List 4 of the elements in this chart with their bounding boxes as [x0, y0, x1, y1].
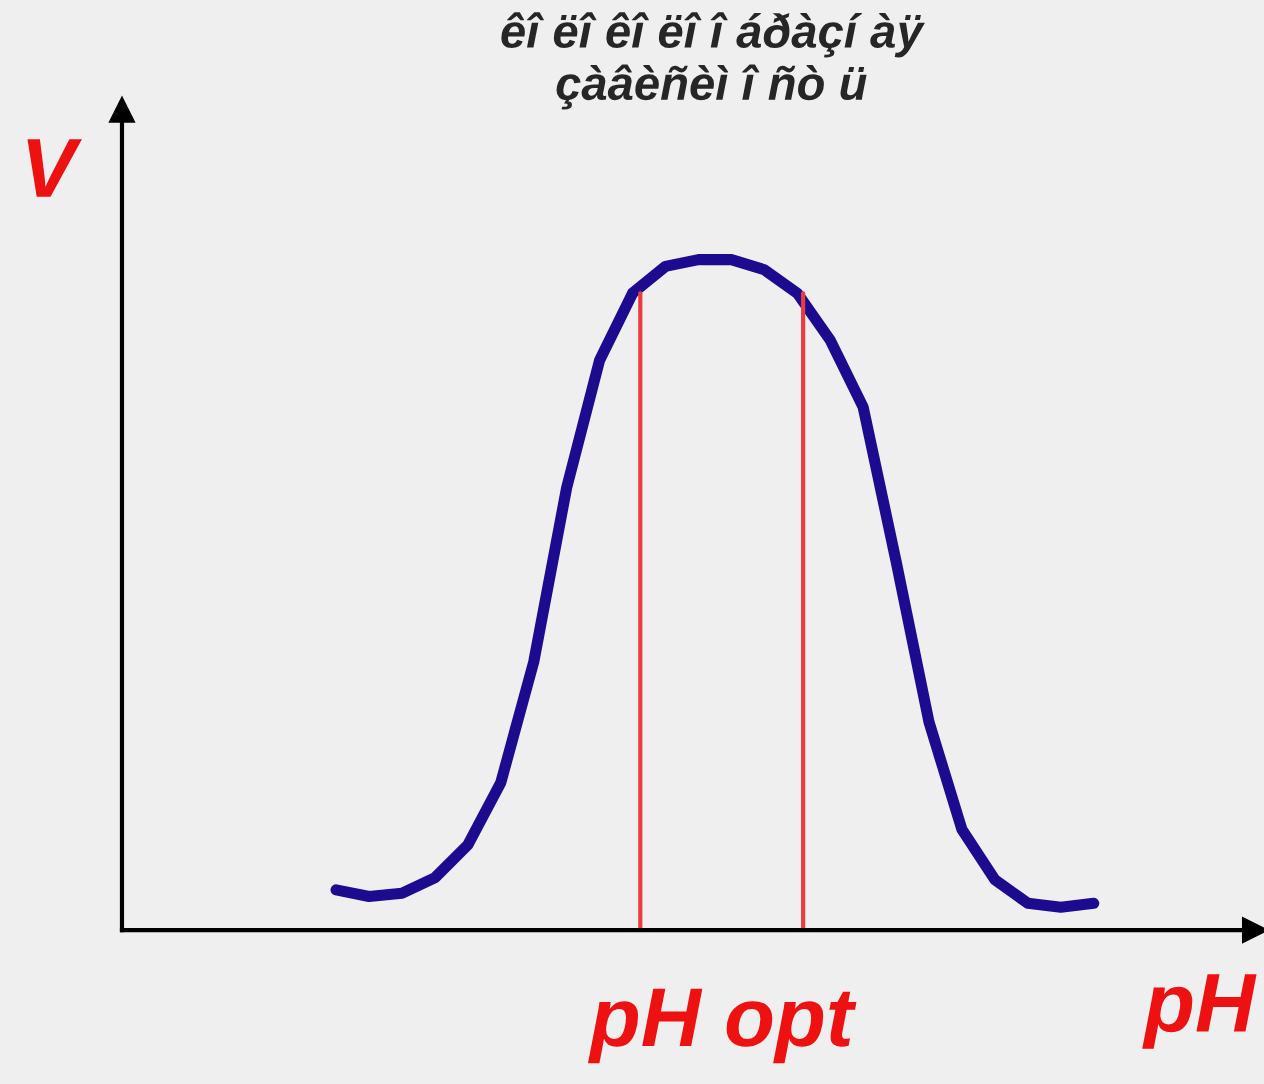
x-axis-title: pH	[1142, 974, 1257, 1049]
text: pH opt	[587, 988, 857, 1064]
chart-title: êî ëî êî ëî î áðàçí àÿ çàâèñèì î ñò ü	[501, 12, 925, 110]
y-axis-title: V	[27, 139, 82, 197]
